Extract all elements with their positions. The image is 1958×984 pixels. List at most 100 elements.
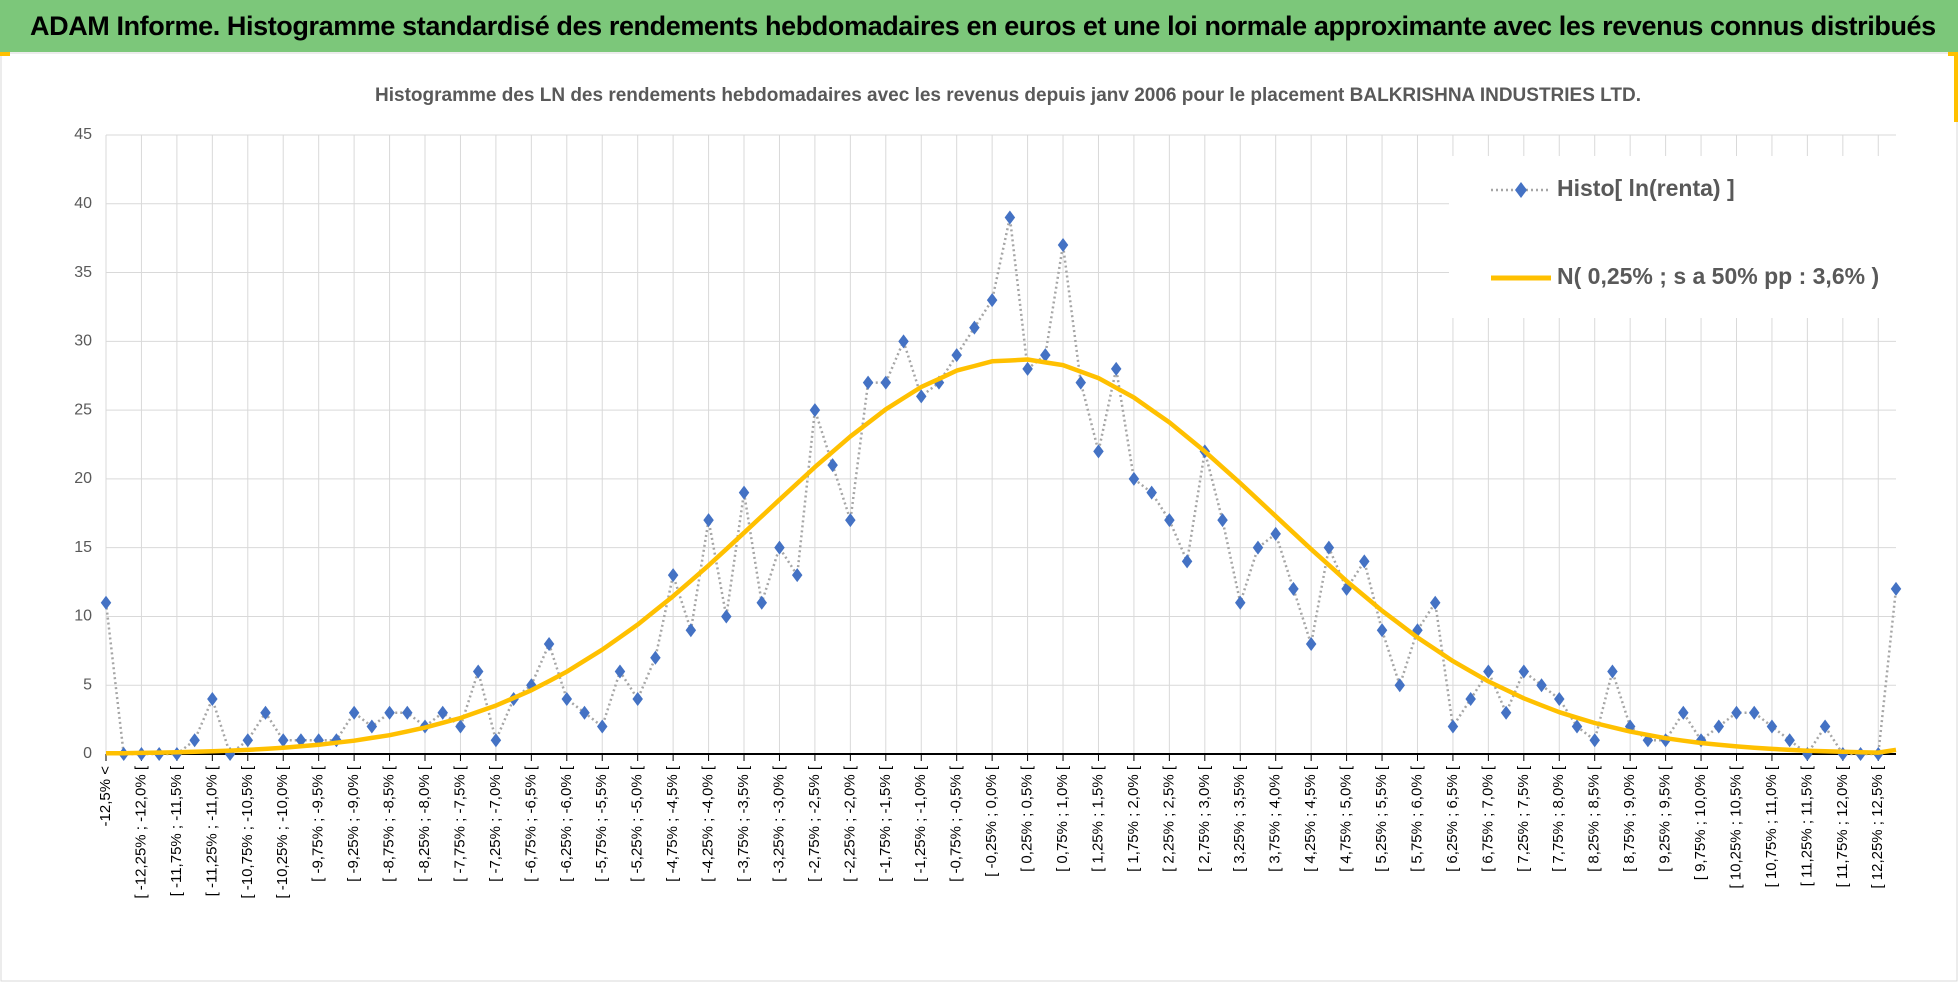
diamond-marker [1447,719,1459,734]
x-tick-label: [ -6,25% ; -6,0% [ [558,765,575,882]
x-tick-label: [ -5,25% ; -5,0% [ [629,765,646,882]
x-tick-label: [ 7,75% ; 8,0% [ [1550,765,1567,872]
diamond-marker [1429,595,1441,610]
diamond-marker [277,733,289,748]
diamond-marker [898,334,909,349]
x-tick-label: [ 10,75% ; 11,0% [ [1763,765,1780,887]
x-tick-label: -12,5% < [97,766,114,827]
diamond-marker [1022,361,1033,376]
x-tick-label: [ 0,75% ; 1,0% [ [1054,765,1071,872]
corner-mark [1948,52,1958,56]
diamond-marker [1518,664,1530,679]
diamond-marker [207,691,218,706]
diamond-marker [614,664,626,679]
diamond-marker [1394,678,1406,693]
diamond-marker [1359,554,1370,569]
diamond-marker [632,691,643,706]
x-tick-label: [ 8,25% ; 8,5% [ [1586,765,1603,872]
diamond-marker [1040,348,1051,363]
x-tick-label: [ 6,75% ; 7,0% [ [1479,765,1496,872]
x-tick-label: [ -0,75% ; -0,5% [ [948,765,965,882]
diamond-marker [791,568,803,583]
chart: Histogramme des LN des rendements hebdom… [0,52,1958,982]
diamond-marker [1270,526,1281,541]
x-tick-label: [ -5,75% ; -5,5% [ [593,765,610,882]
y-tick-label: 20 [74,470,92,487]
x-tick-label: [ -11,75% ; -11,5% [ [168,765,185,896]
diamond-marker [951,348,962,363]
x-tick-label: [ 2,25% ; 2,5% [ [1160,765,1177,872]
chart-title: Histogramme des LN des rendements hebdom… [375,85,1641,106]
diamond-marker [1181,554,1193,569]
x-tick-label: [ 12,25% ; 12,5% [ [1869,765,1886,888]
diamond-marker [756,595,767,610]
diamond-marker [1235,595,1246,610]
diamond-marker [1571,719,1583,734]
diamond-marker [1252,540,1264,555]
corner-mark [1954,52,1958,122]
legend-label: Histo[ ln(renta) ] [1557,175,1735,201]
y-tick-label: 15 [74,539,92,556]
diamond-marker [650,650,661,665]
diamond-marker [880,375,892,390]
diamond-marker [721,609,732,624]
diamond-marker [1305,636,1317,651]
diamond-marker [295,733,307,748]
x-tick-label: [ -2,25% ; -2,0% [ [841,765,858,882]
diamond-marker [1748,705,1760,720]
legend-box [1449,156,1899,318]
series-line [104,216,1898,756]
diamond-marker [1465,691,1476,706]
x-tick-label: [ -0,25% ; 0,0% [ [983,765,1000,877]
diamond-marker [1589,733,1600,748]
diamond-marker [986,293,998,308]
x-tick-label: [ -4,75% ; -4,5% [ [664,765,681,882]
diamond-marker [1500,705,1512,720]
diamond-marker [437,705,448,720]
diamond-marker [1075,375,1087,390]
x-tick-label: [ -9,25% ; -9,0% [ [345,765,362,882]
diamond-marker [1731,705,1742,720]
diamond-marker [472,664,484,679]
x-tick-label: [ 2,75% ; 3,0% [ [1196,765,1213,872]
x-tick-label: [ -7,25% ; -7,0% [ [487,765,504,882]
diamond-marker [561,691,573,706]
diamond-marker [384,705,395,720]
diamond-marker [366,719,378,734]
x-tick-label: [ 9,75% ; 10,0% [ [1692,765,1709,880]
x-tick-label: [ 5,75% ; 6,0% [ [1408,765,1425,872]
x-tick-label: [ -3,75% ; -3,5% [ [735,765,752,882]
diamond-marker [1323,540,1335,555]
y-tick-label: 5 [83,676,92,693]
x-tick-label: [ -1,25% ; -1,0% [ [912,765,929,882]
diamond-marker [969,320,980,335]
diamond-marker [1766,719,1778,734]
diamond-marker [1288,581,1299,596]
title-bar: ADAM Informe. Histogramme standardisé de… [0,0,1958,52]
corner-mark [0,52,10,56]
x-tick-label: [ -7,75% ; -7,5% [ [451,765,468,882]
diamond-marker [402,705,413,720]
y-tick-label: 0 [83,745,92,762]
y-tick-label: 30 [74,333,92,350]
diamond-marker [738,485,750,500]
x-tick-label: [ -8,25% ; -8,0% [ [416,765,433,882]
legend-label: N( 0,25% ; s a 50% pp : 3,6% ) [1557,263,1879,289]
diamond-marker [915,389,927,404]
x-tick-label: [ 9,25% ; 9,5% [ [1657,765,1674,872]
diamond-marker [260,705,271,720]
x-tick-label: [ -4,25% ; -4,0% [ [700,765,717,882]
diamond-marker [827,458,838,473]
x-tick-label: [ 1,25% ; 1,5% [ [1089,765,1106,872]
diamond-marker [1784,733,1795,748]
diamond-marker [1554,691,1565,706]
x-tick-label: [ 0,25% ; 0,5% [ [1019,765,1036,872]
diamond-marker [1110,361,1122,376]
x-tick-label: [ 4,75% ; 5,0% [ [1338,765,1355,872]
diamond-marker [1890,581,1902,596]
diamond-marker [543,636,555,651]
x-tick-label: [ 7,25% ; 7,5% [ [1515,765,1532,872]
diamond-marker [189,733,200,748]
x-tick-label: [ 1,75% ; 2,0% [ [1125,765,1142,872]
diamond-marker [579,705,590,720]
